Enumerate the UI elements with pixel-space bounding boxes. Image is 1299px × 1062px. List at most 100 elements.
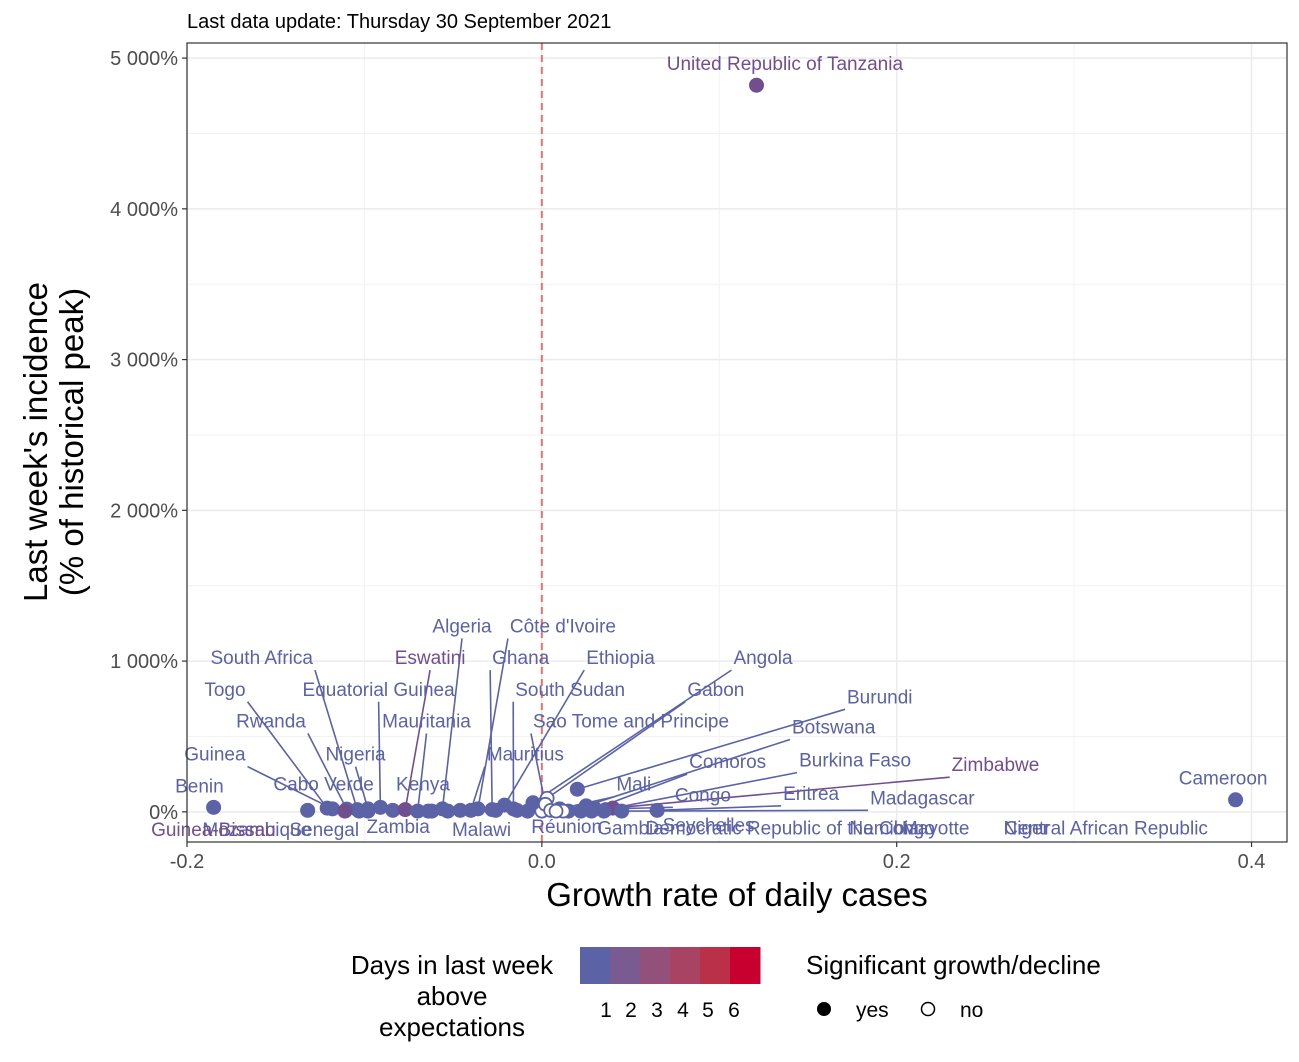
country-label: Mauritania (382, 711, 471, 732)
y-tick-label: 2 000% (110, 500, 178, 522)
country-label: Guinea (184, 745, 246, 766)
y-axis-title-line-1: Last week's incidence (17, 282, 54, 602)
country-label: Togo (204, 680, 245, 701)
color-scale-label: 4 (677, 999, 689, 1022)
country-label: Burkina Faso (799, 751, 911, 772)
label-leader-line (577, 708, 846, 791)
y-tick-label: 1 000% (110, 651, 178, 673)
y-axis-ticks: 0% 1 000% 2 000% 3 000% 4 000% 5 000% (110, 48, 187, 824)
x-tick-label: -0.2 (170, 851, 204, 873)
label-leader-line (441, 638, 463, 809)
x-tick-label: 0.0 (528, 851, 556, 873)
country-label: Réunion (531, 817, 602, 838)
country-label: Algeria (432, 616, 492, 637)
chart-subtitle: Last data update: Thursday 30 September … (187, 11, 611, 33)
country-label: Namibia (849, 818, 919, 839)
country-label: United Republic of Tanzania (667, 54, 904, 75)
country-label: Congo (675, 785, 731, 806)
grid-lines (186, 43, 1287, 842)
color-scale-label: 5 (702, 999, 714, 1022)
y-tick-label: 4 000% (110, 199, 178, 221)
data-point-open (548, 803, 564, 819)
color-scale-swatch (640, 947, 671, 984)
data-point (452, 802, 468, 818)
country-label: South Sudan (515, 680, 625, 701)
x-axis-ticks: -0.2 0.0 0.2 0.4 (170, 842, 1266, 873)
country-label: Eswatini (395, 648, 466, 669)
plot-background (187, 43, 1287, 842)
data-point (614, 803, 630, 819)
data-point (337, 803, 353, 819)
color-scale-swatch (580, 947, 611, 984)
country-label: Angola (733, 648, 793, 669)
y-axis-title: Last week's incidence (% of historical p… (17, 282, 90, 602)
country-label: Eritrea (783, 784, 839, 805)
country-label: Mauritius (487, 745, 564, 766)
shape-legend-title: Significant growth/decline (806, 950, 1101, 980)
country-label: Democratic Republic of the Congo (646, 818, 935, 839)
country-label: Central African Republic (1004, 818, 1208, 839)
data-point (372, 799, 388, 815)
country-label: Gabon (687, 680, 744, 701)
y-tick-label: 0% (149, 802, 178, 824)
country-label: Guinea-Bissau (151, 820, 276, 841)
data-point (649, 802, 665, 818)
label-leader-line (246, 701, 328, 809)
country-label: Mayotte (902, 818, 970, 839)
x-axis-title: Growth rate of daily cases (546, 876, 928, 913)
country-label: Comoros (689, 752, 766, 773)
country-label: Cameroon (1179, 769, 1268, 790)
data-point (351, 803, 367, 819)
label-leader-line (612, 776, 950, 809)
country-label: Seychelles (663, 815, 755, 836)
label-leader-line (247, 765, 333, 810)
label-leader-line (377, 701, 382, 808)
color-legend-title-line-2: above (417, 981, 488, 1011)
data-point (509, 802, 525, 818)
data-point (440, 803, 456, 819)
color-scale-swatch (700, 947, 731, 984)
shape-legend-open-circle (920, 1001, 936, 1017)
country-label: Sao Tome and Principe (533, 711, 729, 732)
country-label: Equatorial Guinea (303, 680, 456, 701)
data-point (488, 802, 504, 818)
country-label: Côte d'Ivoire (510, 616, 616, 637)
data-point (300, 802, 316, 818)
plot-border (186, 42, 1288, 843)
data-point (463, 802, 479, 818)
label-leader-line (605, 771, 798, 811)
data-point (206, 799, 222, 815)
x-tick-label: 0.4 (1238, 851, 1266, 873)
country-label: Niger (1003, 818, 1049, 839)
label-leader-line (477, 638, 509, 809)
country-label: Rwanda (236, 711, 306, 732)
color-scale-swatch (730, 947, 761, 984)
data-point (1228, 792, 1244, 808)
country-label: South Africa (211, 648, 314, 669)
data-point (410, 803, 426, 819)
label-leader-line (489, 670, 493, 810)
y-tick-label: 3 000% (110, 350, 178, 372)
label-leader-line (532, 669, 732, 804)
plot-panel: United Republic of Tanzania Cameroon Benin… (151, 42, 1288, 843)
data-point (584, 803, 600, 819)
data-point (525, 795, 541, 811)
data-point (596, 803, 612, 819)
country-label: Nigeria (325, 745, 386, 766)
shape-legend-filled-circle (817, 1002, 831, 1016)
label-leader-line (546, 701, 686, 799)
country-label: Ethiopia (586, 648, 655, 669)
label-leader-line (307, 733, 348, 810)
color-legend-title-line-3: expectations (379, 1012, 525, 1042)
country-label: Burundi (847, 687, 913, 708)
point-labels: United Republic of Tanzania Cameroon Benin… (151, 54, 1267, 841)
color-scale-swatch (670, 947, 701, 984)
country-label: Gambia (597, 818, 664, 839)
color-scale-label: 1 (600, 999, 612, 1022)
data-points (206, 77, 1244, 819)
shape-legend-no-label: no (960, 999, 983, 1022)
label-leader-lines (246, 638, 950, 812)
x-tick-label: 0.2 (883, 851, 911, 873)
country-label: Kenya (396, 775, 450, 796)
